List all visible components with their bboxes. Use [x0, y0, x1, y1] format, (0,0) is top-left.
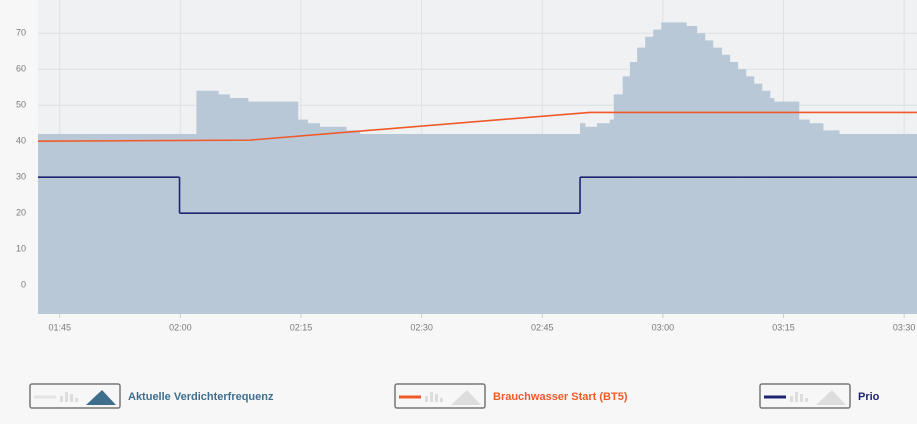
area-step — [319, 126, 347, 314]
area-step — [645, 36, 654, 315]
legend-label: Brauchwasser Start (BT5) — [493, 391, 628, 403]
area-step — [247, 101, 299, 314]
area-step — [712, 47, 723, 314]
legend-item[interactable]: Brauchwasser Start (BT5) — [394, 383, 628, 409]
y-tick-label: 60 — [16, 64, 26, 74]
area-step — [773, 101, 800, 314]
area-step — [761, 90, 771, 314]
area-step — [809, 123, 824, 314]
area-step — [609, 119, 615, 314]
y-tick-label: 0 — [21, 280, 26, 290]
area-step — [622, 76, 631, 315]
area-step — [686, 26, 698, 314]
x-tick-label: 02:30 — [410, 322, 433, 332]
area-step — [196, 90, 219, 314]
area-step — [721, 54, 731, 315]
line — [37, 111, 917, 142]
legend-icon-bar — [60, 396, 63, 402]
area-step — [838, 134, 917, 314]
legend-icon-bar — [65, 392, 68, 402]
area-step — [229, 98, 249, 314]
area-step — [218, 94, 230, 315]
legend-icon-bar — [70, 394, 73, 402]
area-step — [580, 123, 586, 314]
legend-icon-area — [816, 390, 846, 405]
legend-item[interactable]: Prio — [759, 383, 880, 409]
x-tick-label: 03:00 — [652, 322, 675, 332]
legend-box — [759, 383, 851, 409]
area-step — [696, 33, 706, 314]
marks — [37, 22, 917, 315]
area-step — [629, 62, 638, 314]
legend-label: Aktuelle Verdichterfrequenz — [128, 391, 274, 403]
area-step — [596, 123, 611, 314]
y-tick-label: 50 — [16, 100, 26, 110]
area-step — [798, 119, 810, 314]
legend-icon-bar — [430, 392, 433, 402]
legend-icon-bar — [790, 396, 793, 402]
legend-icon-area — [86, 390, 116, 405]
area-step — [822, 130, 840, 314]
x-tick-label: 01:45 — [48, 322, 71, 332]
legend-icon-bar — [75, 398, 78, 402]
x-tick-label: 02:15 — [290, 322, 313, 332]
y-tick-label: 10 — [16, 244, 26, 254]
y-tick-label: 20 — [16, 208, 26, 218]
area-step — [584, 126, 598, 314]
area-step — [661, 22, 687, 315]
y-tick-label: 70 — [16, 28, 26, 38]
area-step — [653, 29, 662, 314]
legend-icon-bar — [800, 394, 803, 402]
area-step — [769, 98, 775, 314]
area-step — [359, 134, 581, 314]
legend-icon-bar — [440, 398, 443, 402]
axes: 0 10 20 30 40 50 60 70 01:45 02:00 02:15 02:30 02:45… — [16, 28, 915, 333]
legend-icon-bar — [435, 394, 438, 402]
area-step — [346, 130, 361, 314]
area-step — [745, 76, 755, 315]
area-step — [307, 123, 320, 314]
legend-box — [394, 383, 486, 409]
legend-icon-bar — [425, 396, 428, 402]
y-tick-label: 40 — [16, 136, 26, 146]
area-step — [737, 69, 747, 314]
area-step — [753, 83, 763, 314]
x-tick-label: 03:15 — [772, 322, 795, 332]
legend-item[interactable]: Aktuelle Verdichterfrequenz — [29, 383, 274, 409]
legend: Aktuelle Verdichterfrequenz Brauchwasser … — [29, 383, 880, 409]
x-tick-label: 03:30 — [893, 322, 916, 332]
legend-icon-bar — [805, 398, 808, 402]
area-step — [613, 94, 624, 315]
legend-label: Prio — [858, 391, 880, 403]
legend-box — [29, 383, 121, 409]
area-step — [38, 134, 197, 314]
area-step — [637, 47, 646, 314]
x-tick-label: 02:00 — [169, 322, 192, 332]
area-step — [297, 119, 308, 314]
x-tick-label: 02:45 — [531, 322, 554, 332]
legend-icon-bar — [795, 392, 798, 402]
y-tick-label: 30 — [16, 172, 26, 182]
legend-icon-area — [451, 390, 481, 405]
area-step — [729, 62, 739, 314]
